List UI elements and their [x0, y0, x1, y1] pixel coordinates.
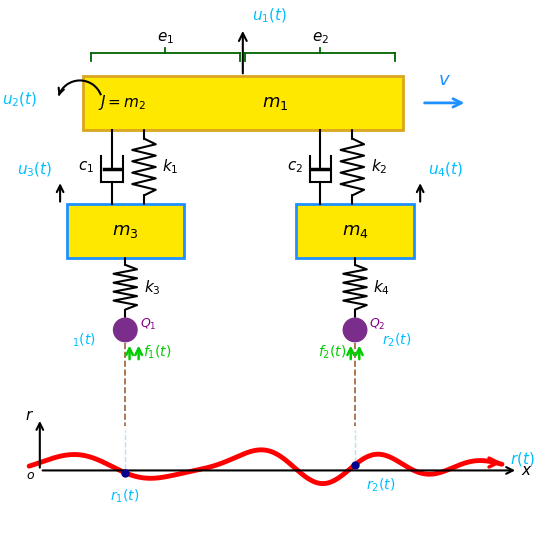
- FancyBboxPatch shape: [296, 205, 414, 258]
- Text: $m_4$: $m_4$: [342, 222, 369, 240]
- Text: $r_2(t)$: $r_2(t)$: [366, 476, 395, 494]
- Text: $_1(t)$: $_1(t)$: [72, 332, 96, 350]
- Circle shape: [343, 318, 367, 342]
- Text: $u_4(t)$: $u_4(t)$: [428, 161, 464, 179]
- Text: $k_2$: $k_2$: [371, 158, 387, 176]
- Text: $k_3$: $k_3$: [144, 278, 161, 296]
- Text: $x$: $x$: [521, 463, 532, 478]
- FancyBboxPatch shape: [82, 76, 403, 129]
- Text: $k_4$: $k_4$: [373, 278, 390, 296]
- Text: $Q_1$: $Q_1$: [140, 317, 156, 332]
- Text: $Q_2$: $Q_2$: [370, 317, 386, 332]
- Text: $e_1$: $e_1$: [157, 30, 174, 46]
- FancyBboxPatch shape: [67, 205, 184, 258]
- Text: $r_1(t)$: $r_1(t)$: [110, 488, 140, 505]
- Text: $v$: $v$: [438, 71, 450, 89]
- Text: $f_2(t)$: $f_2(t)$: [318, 344, 346, 361]
- Circle shape: [113, 318, 137, 342]
- Text: $f_1(t)$: $f_1(t)$: [143, 344, 172, 361]
- Text: $c_2$: $c_2$: [287, 159, 302, 175]
- Text: $J=m_2$: $J=m_2$: [98, 93, 147, 112]
- Text: $r_2(t)$: $r_2(t)$: [382, 332, 411, 350]
- Text: $u_3(t)$: $u_3(t)$: [16, 161, 52, 179]
- Text: $r(t)$: $r(t)$: [510, 450, 535, 468]
- Text: $o$: $o$: [26, 469, 36, 482]
- Text: $k_1$: $k_1$: [162, 158, 179, 176]
- Text: $u_1(t)$: $u_1(t)$: [252, 7, 288, 25]
- Text: $c_1$: $c_1$: [78, 159, 95, 175]
- Text: $r$: $r$: [25, 409, 35, 424]
- Text: $u_2(t)$: $u_2(t)$: [2, 91, 37, 110]
- Text: $m_1$: $m_1$: [262, 94, 288, 112]
- Text: $e_2$: $e_2$: [312, 30, 329, 46]
- Text: $m_3$: $m_3$: [112, 222, 139, 240]
